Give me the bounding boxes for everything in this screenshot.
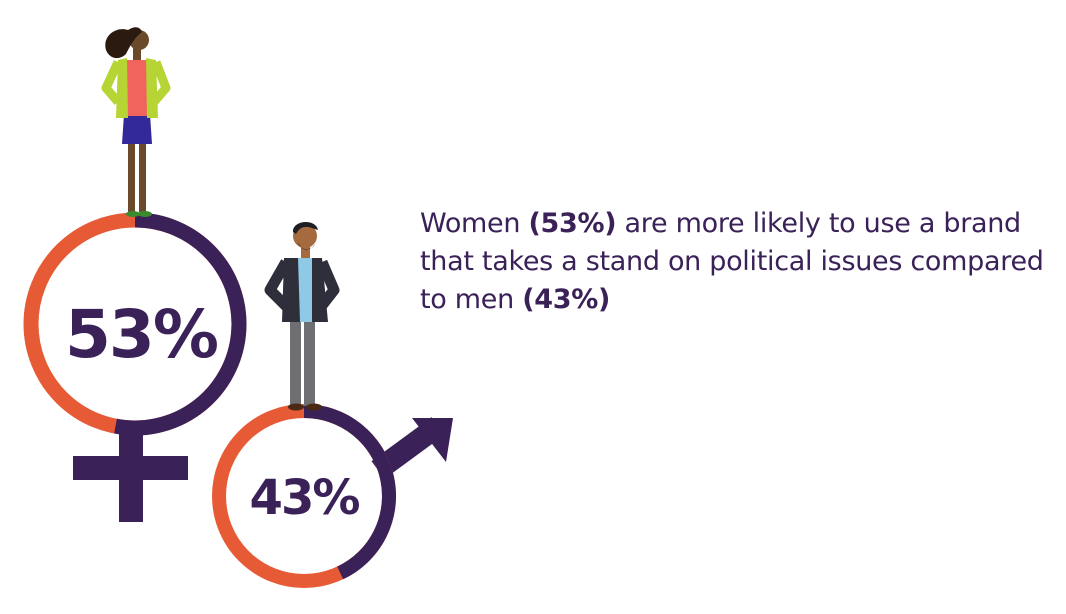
men-value-highlight: (43%) <box>522 284 611 315</box>
men-percent-label: 43% <box>250 470 360 526</box>
women-percent-label: 53% <box>65 296 218 373</box>
statement-part-2: are more likely to use a brand that take… <box>420 208 1044 315</box>
female-cross-bar <box>73 456 188 480</box>
women-ring-arc <box>114 212 247 436</box>
male-symbol-icon: 43% <box>212 404 453 588</box>
male-arrow-head <box>412 418 453 462</box>
men-ring-arc <box>303 404 396 580</box>
female-symbol-icon: 53% <box>23 212 247 522</box>
woman-figure <box>101 27 171 217</box>
statement-text: Women (53%) are more likely to use a bra… <box>420 205 1060 319</box>
statement-part-1: Women <box>420 208 529 239</box>
women-value-highlight: (53%) <box>528 208 617 239</box>
man-figure <box>264 221 340 411</box>
